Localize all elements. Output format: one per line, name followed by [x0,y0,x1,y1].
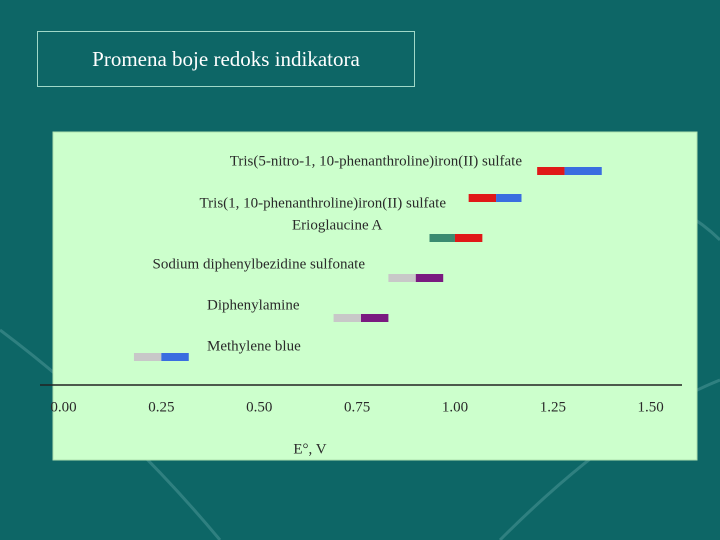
indicator-label: Tris(5-nitro-1, 10-phenanthroline)iron(I… [230,153,523,169]
x-axis-label: E°, V [293,441,326,457]
x-tick-label: 0.50 [246,399,272,415]
x-tick-label: 1.00 [442,399,468,415]
indicator-label: Sodium diphenylbezidine sulfonate [153,256,366,272]
slide-title: Promena boje redoks indikatora [37,31,415,87]
range-segment [333,314,361,322]
range-segment [388,274,416,282]
range-segment [496,194,522,202]
x-tick-label: 0.00 [50,399,76,415]
x-tick-label: 1.25 [540,399,566,415]
x-tick-label: 0.75 [344,399,370,415]
indicator-label: Diphenylamine [207,297,300,313]
indicator-label: Erioglaucine A [292,217,383,233]
range-segment [361,314,389,322]
x-tick-label: 0.25 [148,399,174,415]
range-segment [133,353,162,361]
indicator-label: Tris(1, 10-phenanthroline)iron(II) sulfa… [200,195,447,211]
range-segment [564,167,602,175]
range-segment [161,353,189,361]
x-tick-label: 1.50 [638,399,664,415]
indicator-label: Methylene blue [207,338,301,354]
range-segment [415,274,444,282]
chart-panel [52,131,698,461]
range-segment [468,194,497,202]
range-segment [537,167,565,175]
range-segment [454,234,483,242]
range-segment [429,234,455,242]
